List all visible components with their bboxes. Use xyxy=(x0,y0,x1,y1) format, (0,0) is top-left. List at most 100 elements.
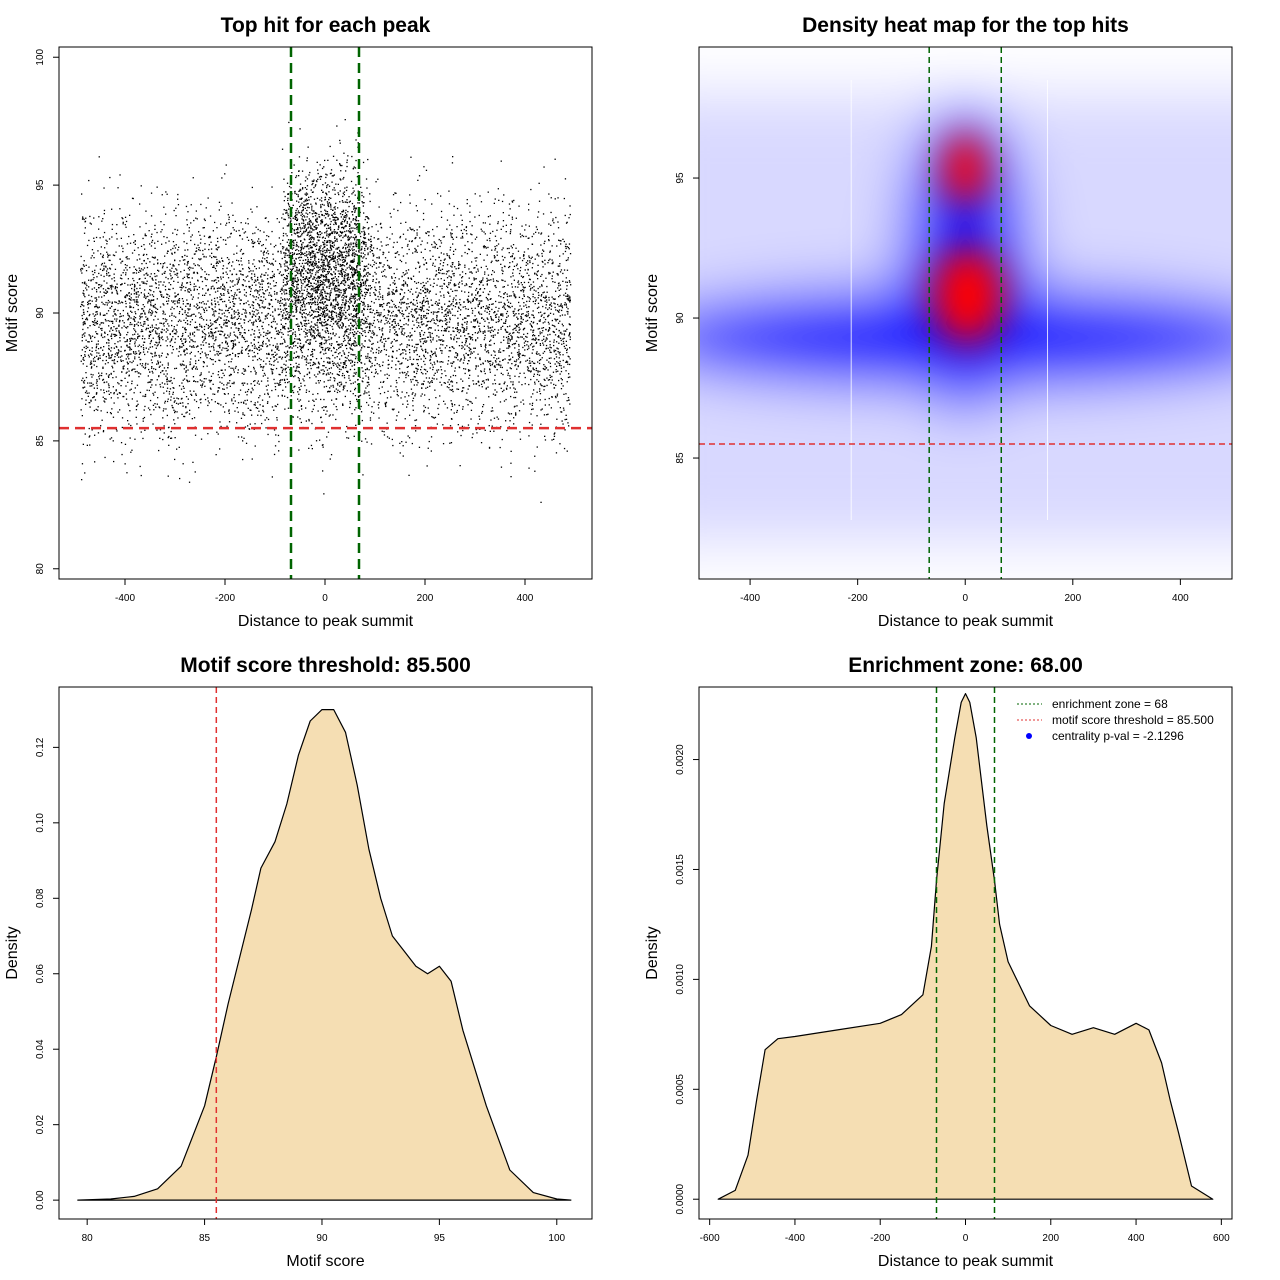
data-point xyxy=(256,278,259,281)
data-point xyxy=(550,351,552,354)
data-point xyxy=(326,250,328,252)
data-point xyxy=(210,302,213,304)
data-point xyxy=(465,317,467,319)
data-point xyxy=(257,380,259,382)
data-point xyxy=(479,313,481,315)
data-point xyxy=(210,379,212,382)
data-point xyxy=(270,277,272,279)
data-point xyxy=(473,383,475,385)
data-point xyxy=(380,305,382,307)
data-point xyxy=(267,393,269,396)
data-point xyxy=(341,256,343,259)
data-point xyxy=(134,243,136,245)
data-point xyxy=(242,279,245,281)
data-point xyxy=(510,368,512,370)
data-point xyxy=(293,286,295,288)
data-point xyxy=(433,417,435,419)
data-point xyxy=(509,265,511,268)
data-point xyxy=(285,371,287,373)
data-point xyxy=(281,289,283,291)
data-point xyxy=(281,358,283,360)
data-point xyxy=(432,228,434,231)
data-point xyxy=(148,348,150,350)
data-point xyxy=(303,289,305,291)
data-point xyxy=(247,218,249,220)
data-point xyxy=(175,295,177,297)
data-point xyxy=(245,442,248,444)
data-point xyxy=(292,284,294,286)
data-point xyxy=(502,286,504,288)
data-point xyxy=(104,456,106,459)
data-point xyxy=(283,351,286,353)
data-point xyxy=(176,324,178,326)
data-point xyxy=(319,178,322,180)
data-point xyxy=(333,213,335,215)
data-point xyxy=(515,313,517,315)
data-point xyxy=(197,264,199,266)
data-point xyxy=(536,373,539,376)
data-point xyxy=(226,222,228,224)
data-point xyxy=(202,341,204,343)
data-point xyxy=(162,303,164,305)
data-point xyxy=(298,371,300,373)
data-point xyxy=(319,334,321,336)
data-point xyxy=(113,359,116,361)
data-point xyxy=(276,293,278,295)
data-point xyxy=(443,340,445,342)
data-point xyxy=(521,321,523,323)
data-point xyxy=(477,331,480,333)
data-point xyxy=(467,301,469,303)
data-point xyxy=(218,387,221,389)
data-point xyxy=(305,391,307,393)
data-point xyxy=(184,263,186,265)
data-point xyxy=(255,289,257,291)
data-point xyxy=(103,280,105,282)
data-point xyxy=(272,353,274,356)
data-point xyxy=(380,336,383,338)
data-point xyxy=(533,369,535,371)
data-point xyxy=(540,384,542,386)
data-point xyxy=(541,294,543,296)
data-point xyxy=(87,307,90,309)
data-point xyxy=(473,320,475,322)
data-point xyxy=(493,417,496,419)
data-point xyxy=(365,285,367,287)
data-point xyxy=(325,192,327,194)
data-point xyxy=(331,325,333,328)
data-point xyxy=(111,301,113,303)
data-point xyxy=(475,271,477,273)
data-point xyxy=(295,311,297,313)
data-point xyxy=(342,231,344,233)
data-point xyxy=(483,231,485,233)
data-point xyxy=(326,235,328,237)
data-point xyxy=(126,256,128,258)
data-point xyxy=(336,322,338,324)
data-point xyxy=(283,305,285,307)
data-point xyxy=(386,236,388,239)
data-point xyxy=(194,355,196,357)
data-point xyxy=(301,325,303,327)
data-point xyxy=(548,404,550,406)
data-point xyxy=(535,338,537,340)
data-point xyxy=(487,361,489,363)
data-point xyxy=(137,336,139,338)
data-point xyxy=(322,244,325,246)
data-point xyxy=(297,194,299,196)
data-point xyxy=(341,306,344,309)
data-point xyxy=(353,283,355,285)
data-point xyxy=(316,227,318,229)
data-point xyxy=(298,224,301,226)
data-point xyxy=(187,381,189,383)
data-point xyxy=(112,416,115,418)
data-point xyxy=(296,288,298,290)
data-point xyxy=(251,458,253,460)
data-point xyxy=(477,305,479,308)
data-point xyxy=(309,299,312,301)
data-point xyxy=(399,235,402,238)
data-point xyxy=(379,223,382,225)
data-point xyxy=(299,256,301,258)
data-point xyxy=(338,225,340,227)
data-point xyxy=(121,453,123,456)
data-point xyxy=(189,283,192,286)
data-point xyxy=(396,333,398,336)
